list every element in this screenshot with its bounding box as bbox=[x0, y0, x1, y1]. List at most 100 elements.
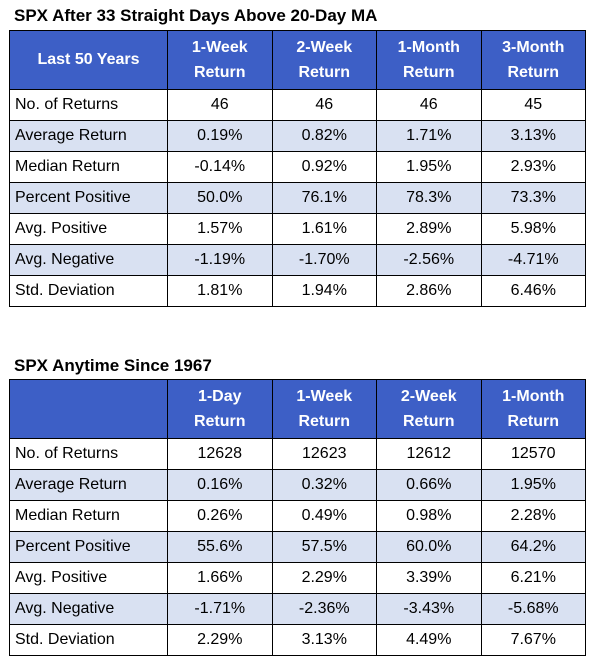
table2-col-header: 1-Month Return bbox=[480, 379, 586, 439]
row-label: Avg. Negative bbox=[9, 244, 168, 276]
cell-value: 2.28% bbox=[480, 500, 586, 532]
cell-value: -1.70% bbox=[271, 244, 377, 276]
cell-value: 55.6% bbox=[167, 531, 273, 563]
row-label: Average Return bbox=[9, 469, 168, 501]
row-label: No. of Returns bbox=[9, 89, 168, 121]
table1-col-header-line1: 2-Week bbox=[296, 39, 353, 56]
cell-value: -5.68% bbox=[480, 593, 586, 625]
cell-value: 12570 bbox=[480, 438, 586, 470]
cell-value: 12612 bbox=[376, 438, 482, 470]
cell-value: 4.49% bbox=[376, 624, 482, 656]
cell-value: 46 bbox=[167, 89, 273, 121]
cell-value: 76.1% bbox=[271, 182, 377, 214]
cell-value: 0.98% bbox=[376, 500, 482, 532]
row-label: Avg. Positive bbox=[9, 562, 168, 594]
row-label: Median Return bbox=[9, 500, 168, 532]
row-label: Median Return bbox=[9, 151, 168, 183]
cell-value: 57.5% bbox=[271, 531, 377, 563]
table1-col-header-line2: Return bbox=[507, 64, 560, 81]
table-row: Avg. Negative -1.71% -2.36% -3.43% -5.68… bbox=[9, 593, 586, 625]
table1-col-header: 2-Week Return bbox=[271, 30, 377, 90]
table1-col-header-line2: Return bbox=[298, 64, 351, 81]
table2-header-row: 1-Day Return 1-Week Return 2-Week Return 1-… bbox=[9, 379, 586, 439]
cell-value: 46 bbox=[376, 89, 482, 121]
cell-value: 2.93% bbox=[480, 151, 586, 183]
table1-col-header-line1: 1-Month bbox=[397, 39, 460, 56]
table-row: Avg. Positive 1.57% 1.61% 2.89% 5.98% bbox=[9, 213, 586, 245]
cell-value: 1.94% bbox=[271, 275, 377, 307]
cell-value: 3.13% bbox=[480, 120, 586, 152]
cell-value: 0.26% bbox=[167, 500, 273, 532]
table2-col-header-line2: Return bbox=[193, 413, 246, 430]
cell-value: 7.67% bbox=[480, 624, 586, 656]
cell-value: 1.71% bbox=[376, 120, 482, 152]
cell-value: 60.0% bbox=[376, 531, 482, 563]
cell-value: 2.89% bbox=[376, 213, 482, 245]
cell-value: 2.86% bbox=[376, 275, 482, 307]
cell-value: 1.57% bbox=[167, 213, 273, 245]
table2-col-header-line1: 2-Week bbox=[400, 388, 457, 405]
row-label: Avg. Negative bbox=[9, 593, 168, 625]
row-label: Avg. Positive bbox=[9, 213, 168, 245]
cell-value: 2.29% bbox=[271, 562, 377, 594]
table2: 1-Day Return 1-Week Return 2-Week Return 1-… bbox=[9, 379, 586, 656]
table1: Last 50 Years 1-Week Return 2-Week Return … bbox=[9, 30, 586, 307]
row-label: Percent Positive bbox=[9, 182, 168, 214]
cell-value: -4.71% bbox=[480, 244, 586, 276]
cell-value: 3.39% bbox=[376, 562, 482, 594]
table-row: Std. Deviation 1.81% 1.94% 2.86% 6.46% bbox=[9, 275, 586, 307]
table-row: Avg. Positive 1.66% 2.29% 3.39% 6.21% bbox=[9, 562, 586, 594]
cell-value: 0.19% bbox=[167, 120, 273, 152]
table2-col-header: 1-Week Return bbox=[271, 379, 377, 439]
table-row: Median Return -0.14% 0.92% 1.95% 2.93% bbox=[9, 151, 586, 183]
row-label: No. of Returns bbox=[9, 438, 168, 470]
table2-title: SPX Anytime Since 1967 bbox=[14, 356, 212, 375]
table1-col-header-line2: Return bbox=[402, 64, 455, 81]
cell-value: 1.95% bbox=[480, 469, 586, 501]
row-label: Std. Deviation bbox=[9, 275, 168, 307]
cell-value: 1.81% bbox=[167, 275, 273, 307]
cell-value: 3.13% bbox=[271, 624, 377, 656]
table-row: No. of Returns 12628 12623 12612 12570 bbox=[9, 438, 586, 470]
cell-value: 73.3% bbox=[480, 182, 586, 214]
table-row: Std. Deviation 2.29% 3.13% 4.49% 7.67% bbox=[9, 624, 586, 656]
table1-col-header-line1: 3-Month bbox=[502, 39, 565, 56]
row-label: Percent Positive bbox=[9, 531, 168, 563]
table2-col-header: 2-Week Return bbox=[376, 379, 482, 439]
cell-value: 0.49% bbox=[271, 500, 377, 532]
cell-value: 78.3% bbox=[376, 182, 482, 214]
cell-value: 1.61% bbox=[271, 213, 377, 245]
table-row: Median Return 0.26% 0.49% 0.98% 2.28% bbox=[9, 500, 586, 532]
table-row: Percent Positive 50.0% 76.1% 78.3% 73.3% bbox=[9, 182, 586, 214]
cell-value: -2.56% bbox=[376, 244, 482, 276]
table1-col-header-line2: Return bbox=[193, 64, 246, 81]
table1-title: SPX After 33 Straight Days Above 20-Day … bbox=[14, 6, 378, 25]
table1-col-header: 1-Month Return bbox=[376, 30, 482, 90]
row-label: Average Return bbox=[9, 120, 168, 152]
table1-header-row: Last 50 Years 1-Week Return 2-Week Return … bbox=[9, 30, 586, 90]
cell-value: 64.2% bbox=[480, 531, 586, 563]
cell-value: -3.43% bbox=[376, 593, 482, 625]
table2-corner-header bbox=[9, 379, 168, 439]
table-row: No. of Returns 46 46 46 45 bbox=[9, 89, 586, 121]
row-label: Std. Deviation bbox=[9, 624, 168, 656]
cell-value: -2.36% bbox=[271, 593, 377, 625]
table2-col-header-line2: Return bbox=[402, 413, 455, 430]
cell-value: 5.98% bbox=[480, 213, 586, 245]
table2-col-header-line1: 1-Week bbox=[296, 388, 353, 405]
cell-value: 0.92% bbox=[271, 151, 377, 183]
table2-col-header-line1: 1-Day bbox=[197, 388, 242, 405]
cell-value: 0.32% bbox=[271, 469, 377, 501]
cell-value: -0.14% bbox=[167, 151, 273, 183]
cell-value: 0.66% bbox=[376, 469, 482, 501]
table-row: Avg. Negative -1.19% -1.70% -2.56% -4.71… bbox=[9, 244, 586, 276]
table1-corner-header: Last 50 Years bbox=[9, 30, 168, 90]
table-row: Percent Positive 55.6% 57.5% 60.0% 64.2% bbox=[9, 531, 586, 563]
cell-value: 50.0% bbox=[167, 182, 273, 214]
cell-value: 0.82% bbox=[271, 120, 377, 152]
table2-col-header-line2: Return bbox=[507, 413, 560, 430]
cell-value: 6.21% bbox=[480, 562, 586, 594]
cell-value: 1.66% bbox=[167, 562, 273, 594]
cell-value: 2.29% bbox=[167, 624, 273, 656]
cell-value: 46 bbox=[271, 89, 377, 121]
